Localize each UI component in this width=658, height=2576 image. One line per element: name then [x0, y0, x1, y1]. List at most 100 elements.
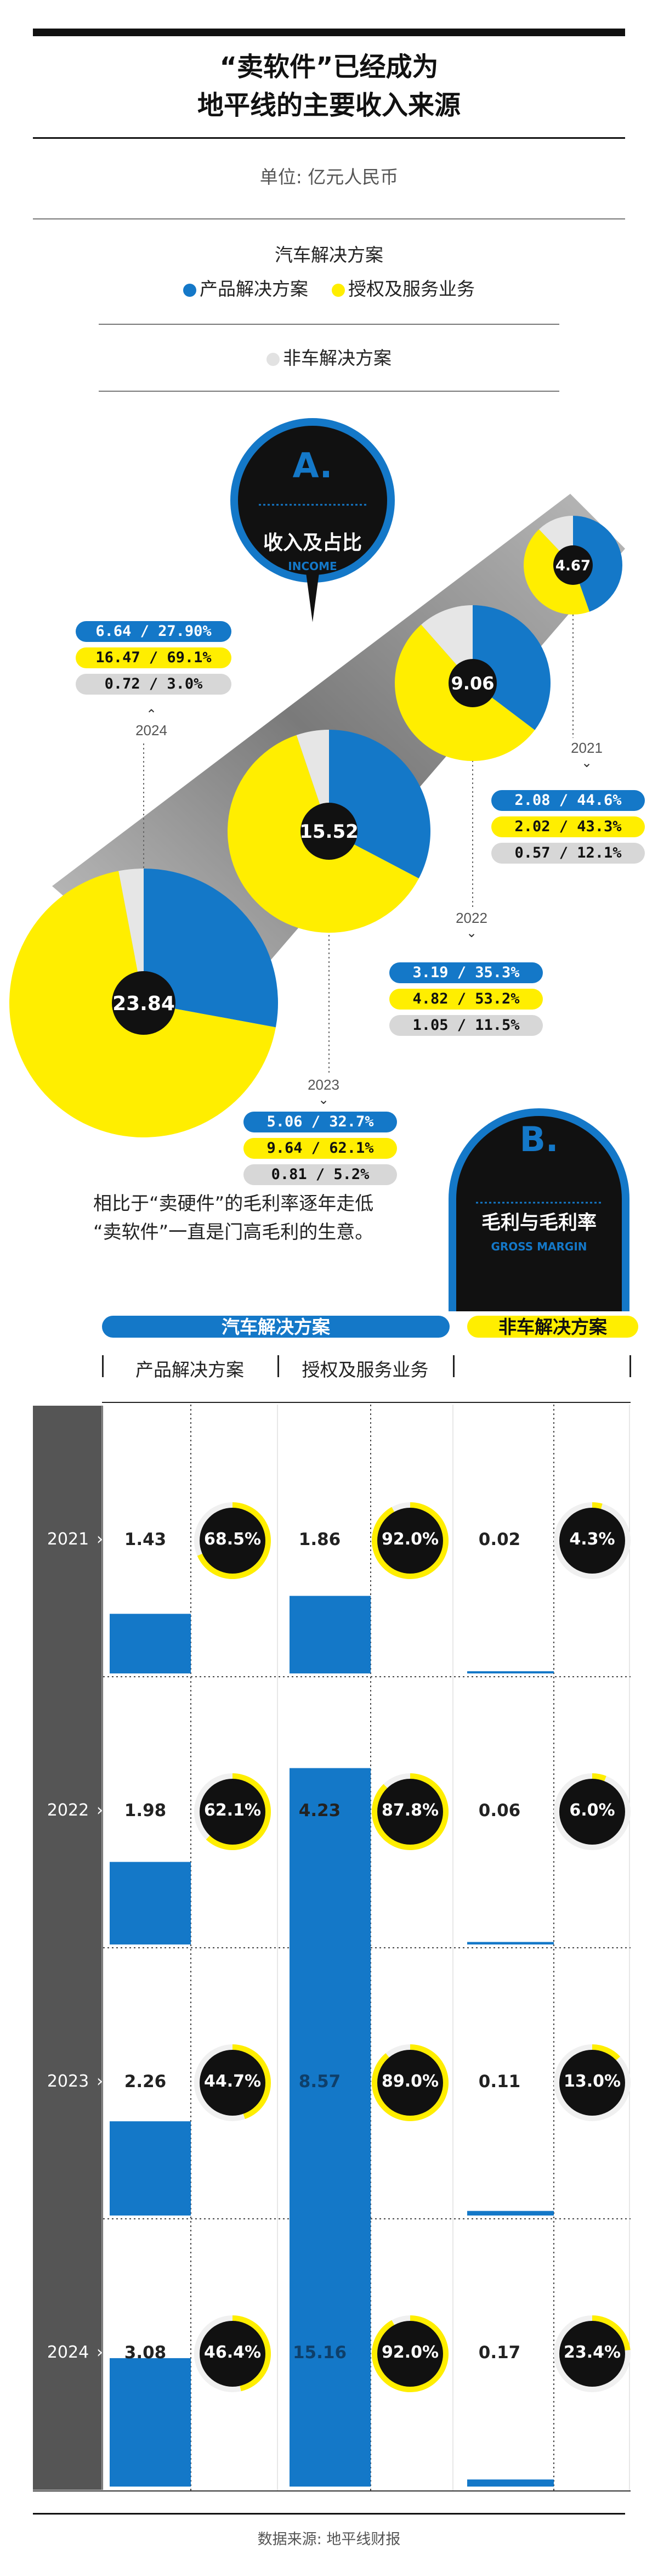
legend-license-swatch [332, 283, 345, 297]
page-title-line2: 地平线的主要收入来源 [197, 90, 461, 121]
gp-bar-2021-2 [467, 1671, 554, 1673]
year-band [33, 1406, 103, 2490]
gross-profit-value: 15.16 [292, 2343, 347, 2363]
pill-2024-non-auto: 0.72 / 3.0% [76, 674, 231, 695]
gross-margin-value: 92.0% [381, 2343, 439, 2362]
margin-core [377, 1508, 443, 1574]
pill-2021-product: 2.08 / 44.6% [491, 790, 645, 811]
section-b-badge [449, 1108, 629, 1311]
pie-center-2021 [553, 545, 593, 585]
caret-2024: ⌃ [145, 707, 157, 722]
margin-table [33, 1405, 631, 2492]
legend-divider-1 [99, 324, 559, 325]
pie-total-2023: 15.52 [299, 821, 359, 843]
pill-2022-license: 4.82 / 53.2% [389, 989, 543, 1010]
pill-2023-product: 5.06 / 32.7% [243, 1112, 397, 1132]
gp-bar-2023-0 [110, 2121, 191, 2216]
pie-center-2024 [112, 971, 175, 1035]
col-divider-4 [629, 1355, 631, 1377]
gp-bar-2021-1 [290, 1596, 371, 1673]
gross-margin-value: 4.3% [569, 1530, 615, 1549]
pie-total-2021: 4.67 [555, 557, 591, 574]
pill-2022-product: 3.19 / 35.3% [389, 962, 543, 983]
margin-core [559, 2321, 625, 2387]
gp-bar-2024-1 [290, 1854, 371, 2487]
legend-divider-2 [99, 391, 559, 392]
table-auto-header-bar [102, 1316, 450, 1338]
table-year-2021: 2021 [47, 1530, 89, 1549]
legend-product-swatch [183, 283, 196, 297]
gross-margin-value: 44.7% [203, 2072, 262, 2091]
gross-margin-value: 23.4% [563, 2343, 621, 2362]
section-b-subtitle: GROSS MARGIN [491, 1240, 587, 1253]
col-divider-2 [277, 1355, 279, 1377]
gross-profit-value: 0.06 [478, 1801, 521, 1820]
gp-bar-2023-2 [467, 2211, 554, 2216]
gp-bar-2021-0 [110, 1614, 191, 1673]
section-b-title: 毛利与毛利率 [481, 1212, 597, 1234]
table-year-2023: 2023 [47, 2072, 89, 2091]
pie-slice-2021 [573, 516, 622, 612]
source-note: 数据来源: 地平线财报 [257, 2531, 401, 2548]
pie-slice-2022 [473, 605, 551, 730]
pill-2022-non-auto: 1.05 / 11.5% [389, 1015, 543, 1036]
col-header-product: 产品解决方案 [135, 1359, 244, 1380]
margin-core [559, 1508, 625, 1574]
pie-center-2023 [300, 803, 358, 860]
gp-bar-2024-2 [467, 2479, 554, 2487]
gross-profit-value: 0.17 [478, 2343, 521, 2363]
caret-2023: ⌄ [317, 1092, 330, 1107]
legend-auto-title: 汽车解决方案 [275, 244, 383, 266]
margin-core [200, 2321, 265, 2387]
table-non-auto-header: 非车解决方案 [498, 1316, 607, 1338]
col-divider-1 [102, 1355, 104, 1377]
gross-margin-value: 62.1% [203, 1801, 262, 1820]
margin-core [377, 1779, 443, 1845]
legend-product-label: 产品解决方案 [200, 278, 308, 300]
legend-non-auto-swatch [266, 352, 280, 366]
gross-profit-value: 3.08 [124, 2343, 167, 2363]
legend-non-auto-label: 非车解决方案 [283, 347, 392, 369]
margin-core [200, 1779, 265, 1845]
margin-core [200, 2050, 265, 2116]
pill-2023-license: 9.64 / 62.1% [243, 1138, 397, 1159]
gross-profit-value: 0.02 [478, 1530, 521, 1549]
section-a-subtitle: INCOME [288, 560, 337, 573]
col-header-license: 授权及服务业务 [302, 1359, 429, 1380]
unit-divider [33, 218, 625, 219]
gross-profit-value: 4.23 [298, 1801, 341, 1820]
gp-bar-2022-0 [110, 1862, 191, 1944]
pie-total-2024: 23.84 [112, 993, 175, 1015]
gross-profit-value: 1.98 [124, 1801, 167, 1820]
year-label-2024: 2024 [135, 722, 167, 739]
gross-margin-value: 13.0% [563, 2072, 621, 2091]
gross-margin-value: 46.4% [203, 2343, 262, 2362]
gross-margin-value: 87.8% [381, 1801, 439, 1820]
gross-profit-value: 1.43 [124, 1530, 167, 1549]
title-divider [33, 137, 625, 139]
gp-bar-2022-2 [467, 1942, 554, 1944]
legend-non-auto: 非车解决方案 [33, 343, 625, 370]
section-a-title: 收入及占比 [263, 532, 362, 554]
pill-2024-product: 6.64 / 27.90% [76, 621, 231, 642]
pie-center-2022 [449, 659, 497, 707]
year-caret-icon: › [97, 1801, 103, 1820]
commentary-line2: “卖软件”一直是门高毛利的生意。 [93, 1221, 374, 1243]
unit-label: 单位: 亿元人民币 [259, 166, 399, 188]
gp-bar-2024-0 [110, 2358, 191, 2487]
year-caret-icon: › [97, 2343, 103, 2362]
margin-core [377, 2050, 443, 2116]
pill-2023-non-auto: 0.81 / 5.2% [243, 1164, 397, 1185]
section-a-letter: A. [292, 446, 333, 486]
margin-core [559, 2050, 625, 2116]
pie-total-2022: 9.06 [451, 673, 495, 694]
gross-profit-value: 0.11 [478, 2072, 521, 2092]
pill-2021-license: 2.02 / 43.3% [491, 816, 645, 837]
year-label-2022: 2022 [456, 910, 487, 926]
gross-margin-value: 89.0% [381, 2072, 439, 2091]
margin-core [377, 2321, 443, 2387]
income-chart: 4.67 9.06 15.52 23.84 [9, 494, 625, 1137]
year-caret-icon: › [97, 1530, 103, 1549]
pill-2021-non-auto: 0.57 / 12.1% [491, 843, 645, 864]
table-auto-header: 汽车解决方案 [222, 1316, 330, 1338]
